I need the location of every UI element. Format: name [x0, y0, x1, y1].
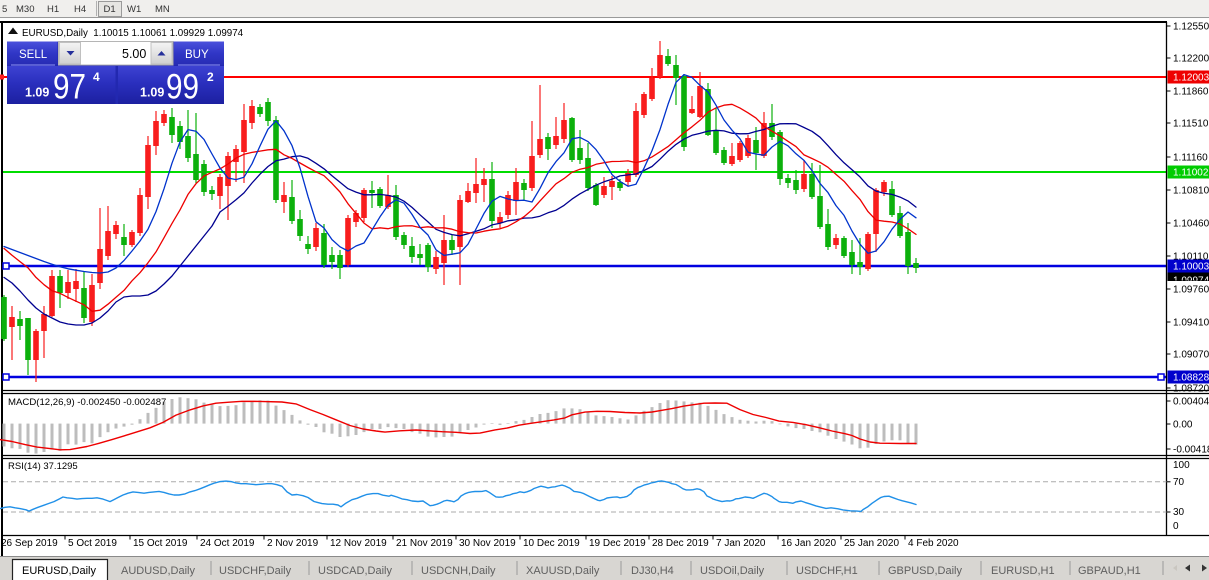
- svg-text:1.09: 1.09: [25, 86, 49, 100]
- svg-text:USDCHF,H1: USDCHF,H1: [796, 565, 858, 577]
- svg-text:RSI(14) 37.1295: RSI(14) 37.1295: [8, 461, 78, 472]
- svg-text:2: 2: [207, 70, 214, 84]
- svg-text:1.11160: 1.11160: [1173, 153, 1208, 164]
- svg-text:MACD(12,26,9) -0.002450 -0.002: MACD(12,26,9) -0.002450 -0.002487: [8, 397, 166, 408]
- svg-text:97: 97: [53, 68, 86, 107]
- svg-text:0: 0: [1173, 521, 1179, 532]
- svg-text:USDCHF,Daily: USDCHF,Daily: [219, 565, 292, 577]
- svg-text:1.10003: 1.10003: [1173, 262, 1209, 273]
- svg-text:1.12200: 1.12200: [1173, 54, 1209, 65]
- svg-text:M30: M30: [16, 4, 34, 15]
- svg-text:5: 5: [2, 4, 7, 15]
- svg-text:30: 30: [1173, 507, 1185, 518]
- svg-text:1.08720: 1.08720: [1173, 384, 1209, 395]
- svg-text:1.11002: 1.11002: [1173, 168, 1209, 179]
- svg-text:1.10110: 1.10110: [1173, 252, 1209, 263]
- svg-text:USDCNH,Daily: USDCNH,Daily: [421, 565, 496, 577]
- svg-text:5.00: 5.00: [122, 47, 146, 61]
- svg-text:-0.004187: -0.004187: [1173, 445, 1209, 456]
- svg-text:MN: MN: [155, 4, 170, 15]
- svg-text:10 Dec 2019: 10 Dec 2019: [523, 538, 580, 549]
- svg-text:EURUSD,Daily 1.10015 1.10061: EURUSD,Daily 1.10015 1.10061 1.09929 1.0…: [22, 28, 244, 39]
- svg-text:1.10810: 1.10810: [1173, 186, 1209, 197]
- svg-text:7 Jan 2020: 7 Jan 2020: [716, 538, 766, 549]
- svg-text:28 Dec 2019: 28 Dec 2019: [652, 538, 709, 549]
- svg-text:AUDUSD,Daily: AUDUSD,Daily: [121, 565, 195, 577]
- svg-text:0.00: 0.00: [1173, 420, 1193, 431]
- svg-text:H1: H1: [47, 4, 59, 15]
- svg-text:99: 99: [166, 68, 199, 107]
- svg-text:15 Oct 2019: 15 Oct 2019: [133, 538, 188, 549]
- svg-text:16 Jan 2020: 16 Jan 2020: [781, 538, 836, 549]
- svg-text:21 Nov 2019: 21 Nov 2019: [396, 538, 453, 549]
- svg-text:30 Nov 2019: 30 Nov 2019: [459, 538, 516, 549]
- svg-text:1.08828: 1.08828: [1173, 373, 1209, 384]
- svg-text:EURUSD,Daily: EURUSD,Daily: [22, 565, 96, 577]
- svg-text:24 Oct 2019: 24 Oct 2019: [200, 538, 255, 549]
- svg-text:DJ30,H4: DJ30,H4: [631, 565, 674, 577]
- svg-text:2 Nov 2019: 2 Nov 2019: [267, 538, 319, 549]
- svg-text:4 Feb 2020: 4 Feb 2020: [908, 538, 959, 549]
- svg-text:4: 4: [93, 70, 100, 84]
- svg-text:SELL: SELL: [19, 49, 48, 61]
- svg-text:XAUUSD,Daily: XAUUSD,Daily: [526, 565, 600, 577]
- svg-text:1.11510: 1.11510: [1173, 119, 1209, 130]
- svg-text:26 Sep 2019: 26 Sep 2019: [1, 538, 58, 549]
- svg-text:1.09070: 1.09070: [1173, 350, 1209, 361]
- svg-text:0.004043: 0.004043: [1173, 397, 1209, 408]
- svg-text:H4: H4: [74, 4, 86, 15]
- svg-text:70: 70: [1173, 477, 1185, 488]
- svg-text:BUY: BUY: [185, 49, 209, 61]
- svg-text:1.11860: 1.11860: [1173, 87, 1209, 98]
- svg-text:USDOil,Daily: USDOil,Daily: [700, 565, 765, 577]
- svg-text:D1: D1: [104, 4, 116, 15]
- svg-text:25 Jan 2020: 25 Jan 2020: [844, 538, 899, 549]
- svg-text:GBPUSD,Daily: GBPUSD,Daily: [888, 565, 962, 577]
- svg-text:1.09410: 1.09410: [1173, 318, 1209, 329]
- svg-text:1.12550: 1.12550: [1173, 22, 1209, 33]
- svg-text:USDCAD,Daily: USDCAD,Daily: [318, 565, 392, 577]
- svg-text:GBPAUD,H1: GBPAUD,H1: [1078, 565, 1141, 577]
- svg-text:1.12003: 1.12003: [1173, 73, 1209, 84]
- svg-text:1.09974: 1.09974: [1173, 276, 1209, 287]
- svg-text:1.09760: 1.09760: [1173, 285, 1209, 296]
- svg-text:100: 100: [1173, 460, 1190, 471]
- svg-text:5 Oct 2019: 5 Oct 2019: [68, 538, 117, 549]
- svg-text:19 Dec 2019: 19 Dec 2019: [589, 538, 646, 549]
- svg-text:1.09: 1.09: [140, 86, 164, 100]
- svg-text:EURUSD,H1: EURUSD,H1: [991, 565, 1055, 577]
- svg-text:1.10460: 1.10460: [1173, 219, 1209, 230]
- svg-text:W1: W1: [127, 4, 141, 15]
- svg-text:12 Nov 2019: 12 Nov 2019: [330, 538, 387, 549]
